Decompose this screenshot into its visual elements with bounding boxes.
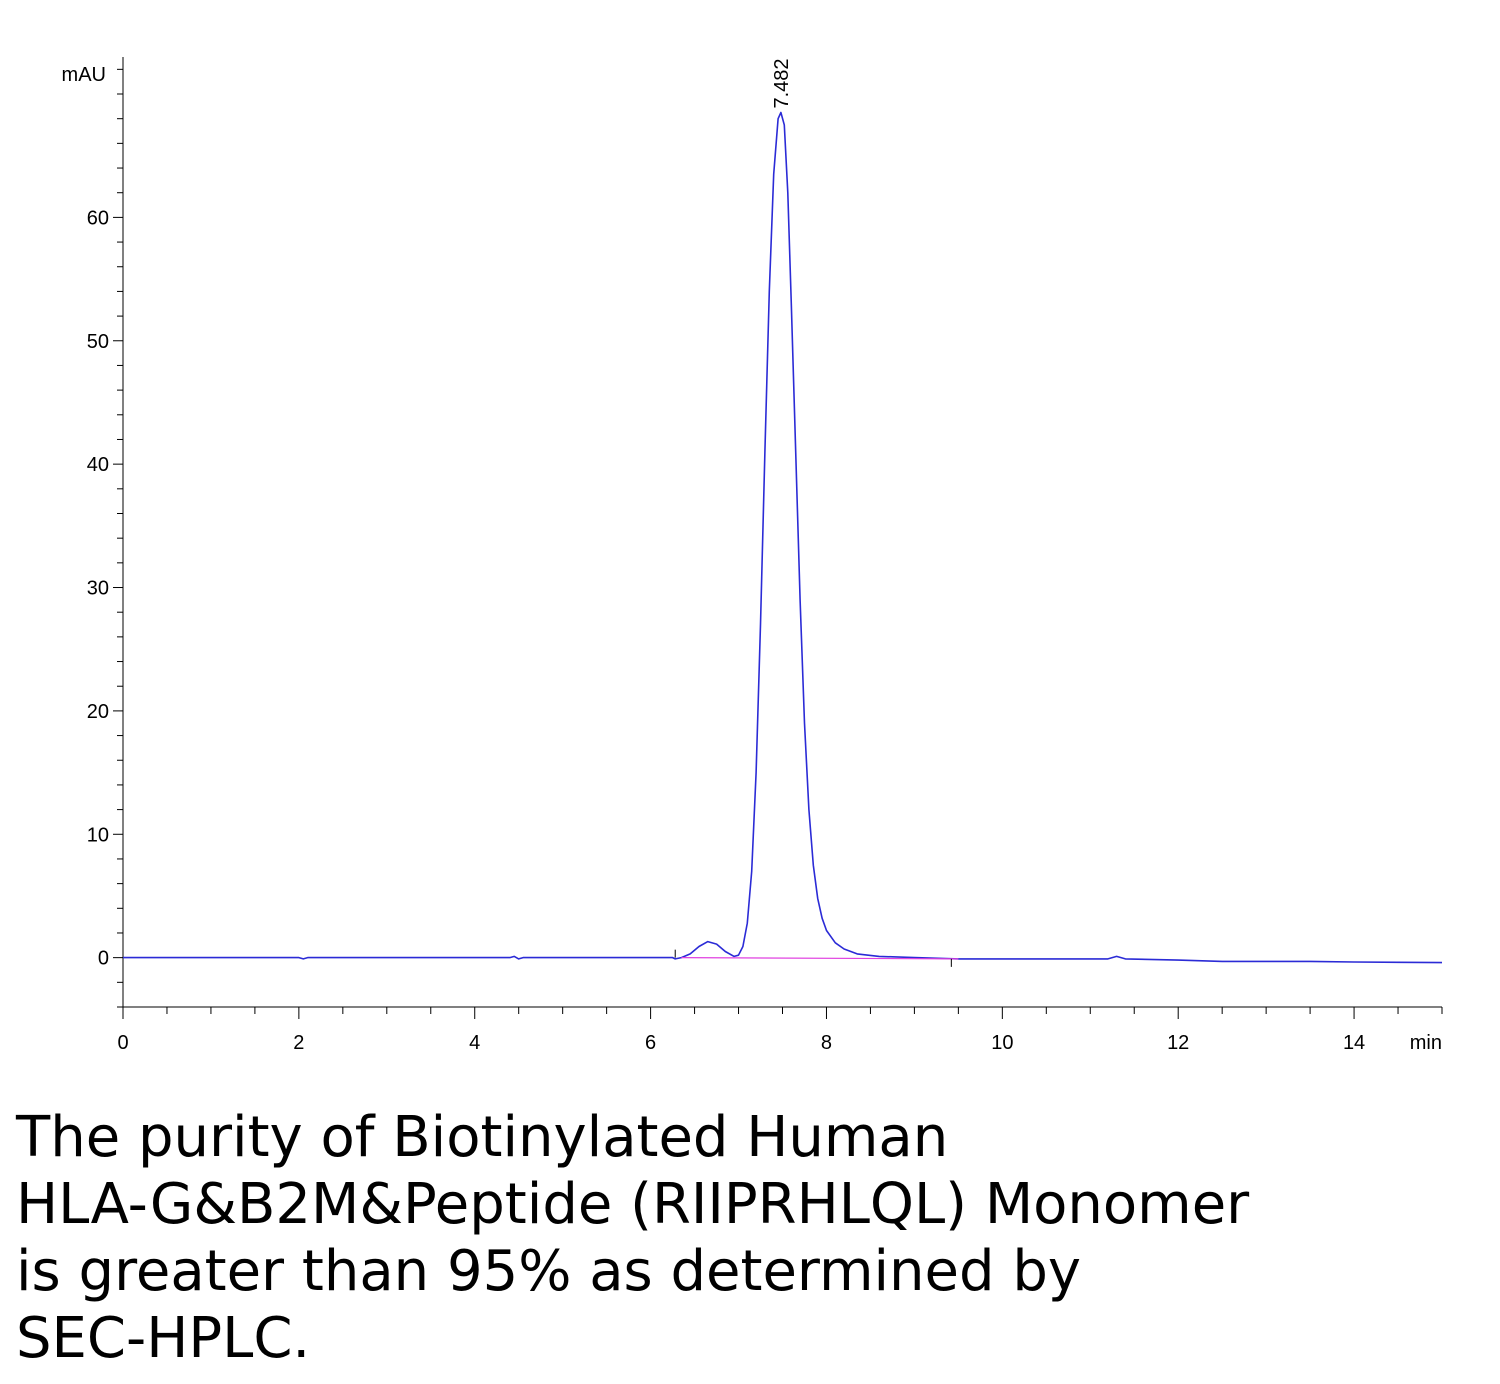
figure-caption: The purity of Biotinylated Human HLA-G&B… xyxy=(16,1104,1476,1372)
chart-series xyxy=(123,111,1443,967)
caption-line-4: SEC-HPLC. xyxy=(16,1306,311,1371)
caption-line-2: HLA-G&B2M&Peptide (RIIPRHLQL) Monomer xyxy=(16,1172,1250,1237)
caption-line-3: is greater than 95% as determined by xyxy=(16,1239,1082,1304)
chart-ticks xyxy=(113,68,1443,1019)
x-axis-unit-label: min xyxy=(1410,1032,1442,1054)
y-tick-label: 20 xyxy=(87,701,109,723)
x-tick-label: 4 xyxy=(469,1032,480,1054)
chart-tick-labels: 0 10 20 30 40 50 60 0 2 4 6 8 10 12 14 xyxy=(87,207,1365,1054)
x-tick-label: 0 xyxy=(117,1032,128,1054)
x-tick-label: 8 xyxy=(821,1032,832,1054)
chart-axes xyxy=(122,57,1442,1008)
y-tick-label: 60 xyxy=(87,207,109,229)
chromatogram-trace xyxy=(123,111,1443,964)
caption-line-1: The purity of Biotinylated Human xyxy=(16,1105,949,1170)
peak-retention-time-label: 7.482 xyxy=(771,58,793,108)
x-tick-label: 10 xyxy=(991,1032,1013,1054)
x-tick-label: 12 xyxy=(1167,1032,1189,1054)
chromatogram-chart: 0 10 20 30 40 50 60 0 2 4 6 8 10 12 14 mAU min 7.482 xyxy=(62,57,1443,1054)
y-tick-label: 10 xyxy=(87,824,109,846)
x-tick-label: 2 xyxy=(293,1032,304,1054)
y-tick-label: 0 xyxy=(98,948,109,970)
baseline-trace xyxy=(681,957,959,960)
y-tick-label: 30 xyxy=(87,578,109,600)
y-tick-label: 40 xyxy=(87,454,109,476)
x-tick-label: 14 xyxy=(1343,1032,1365,1054)
y-axis-unit-label: mAU xyxy=(62,64,106,86)
x-tick-label: 6 xyxy=(645,1032,656,1054)
y-tick-label: 50 xyxy=(87,331,109,353)
